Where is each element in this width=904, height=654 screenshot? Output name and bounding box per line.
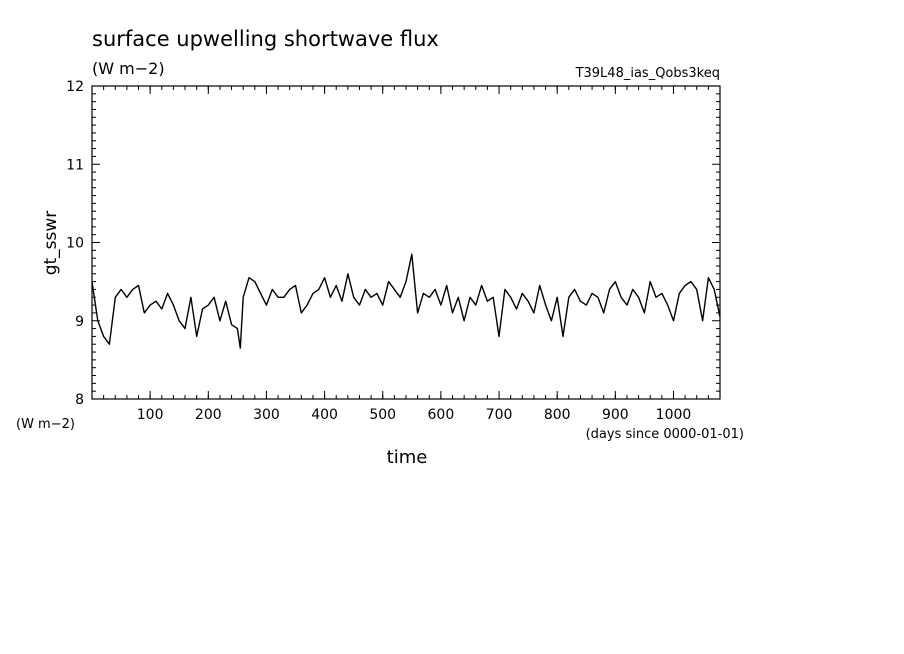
chart-title: surface upwelling shortwave flux bbox=[92, 27, 439, 51]
y-tick-label: 11 bbox=[66, 157, 84, 173]
y-tick-label: 8 bbox=[75, 392, 84, 408]
y-axis-units: (W m−2) bbox=[16, 417, 75, 432]
y-tick-label: 10 bbox=[66, 236, 84, 252]
x-tick-label: 500 bbox=[369, 407, 396, 423]
x-tick-labels: 100 200 300 400 500 600 700 800 900 1000 bbox=[137, 407, 692, 423]
x-tick-label: 400 bbox=[311, 407, 338, 423]
run-label: T39L48_ias_Qobs3keq bbox=[575, 66, 720, 81]
x-tick-label: 900 bbox=[602, 407, 629, 423]
title-units: (W m−2) bbox=[92, 59, 165, 78]
x-tick-label: 800 bbox=[544, 407, 571, 423]
x-tick-label: 100 bbox=[137, 407, 164, 423]
x-tick-label: 1000 bbox=[656, 407, 692, 423]
axis-ticks bbox=[92, 85, 720, 400]
x-axis-label: time bbox=[387, 447, 428, 468]
y-tick-label: 12 bbox=[66, 79, 84, 95]
x-axis-units: (days since 0000-01-01) bbox=[586, 427, 744, 442]
plot-frame bbox=[91, 85, 721, 400]
y-tick-labels: 8 9 10 11 12 bbox=[66, 79, 84, 408]
y-axis-label: gt_sswr bbox=[41, 211, 61, 276]
y-tick-label: 9 bbox=[75, 314, 84, 330]
x-tick-label: 200 bbox=[195, 407, 222, 423]
x-tick-label: 600 bbox=[428, 407, 455, 423]
x-tick-label: 700 bbox=[486, 407, 513, 423]
x-tick-label: 300 bbox=[253, 407, 280, 423]
series-line-gt-sswr bbox=[91, 253, 721, 349]
